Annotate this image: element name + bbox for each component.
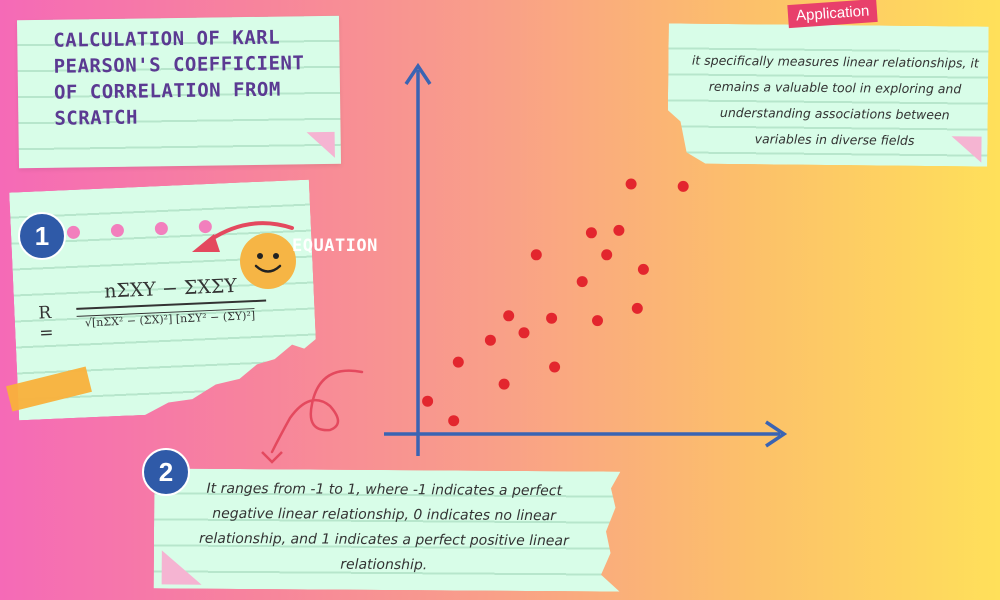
step-2-badge: 2 bbox=[142, 448, 190, 496]
x-axis-arrow bbox=[765, 420, 788, 448]
data-point-8 bbox=[530, 249, 542, 261]
data-point-17 bbox=[631, 302, 643, 314]
data-point-11 bbox=[576, 276, 588, 288]
loop-arrow bbox=[270, 369, 364, 454]
smiley-icon bbox=[240, 233, 296, 289]
data-point-19 bbox=[677, 180, 689, 192]
data-point-16 bbox=[625, 178, 637, 190]
curved-arrow bbox=[208, 221, 294, 242]
data-point-13 bbox=[592, 315, 603, 327]
data-point-7 bbox=[518, 327, 530, 339]
data-point-18 bbox=[637, 263, 649, 275]
data-point-9 bbox=[546, 312, 558, 324]
data-point-15 bbox=[613, 224, 625, 236]
data-point-5 bbox=[498, 378, 510, 390]
data-point-10 bbox=[549, 361, 561, 373]
data-point-14 bbox=[601, 249, 613, 261]
arrow-head bbox=[261, 451, 283, 464]
data-point-1 bbox=[422, 395, 434, 407]
data-point-4 bbox=[484, 334, 496, 346]
step-1-badge: 1 bbox=[18, 212, 66, 260]
data-point-6 bbox=[503, 310, 515, 322]
data-point-2 bbox=[448, 415, 460, 427]
data-point-3 bbox=[452, 356, 464, 368]
equation-label: EQUATION bbox=[292, 236, 378, 256]
arrow-head bbox=[192, 234, 220, 252]
data-points bbox=[422, 178, 689, 427]
y-axis-arrow bbox=[404, 62, 432, 85]
data-point-12 bbox=[585, 227, 597, 239]
